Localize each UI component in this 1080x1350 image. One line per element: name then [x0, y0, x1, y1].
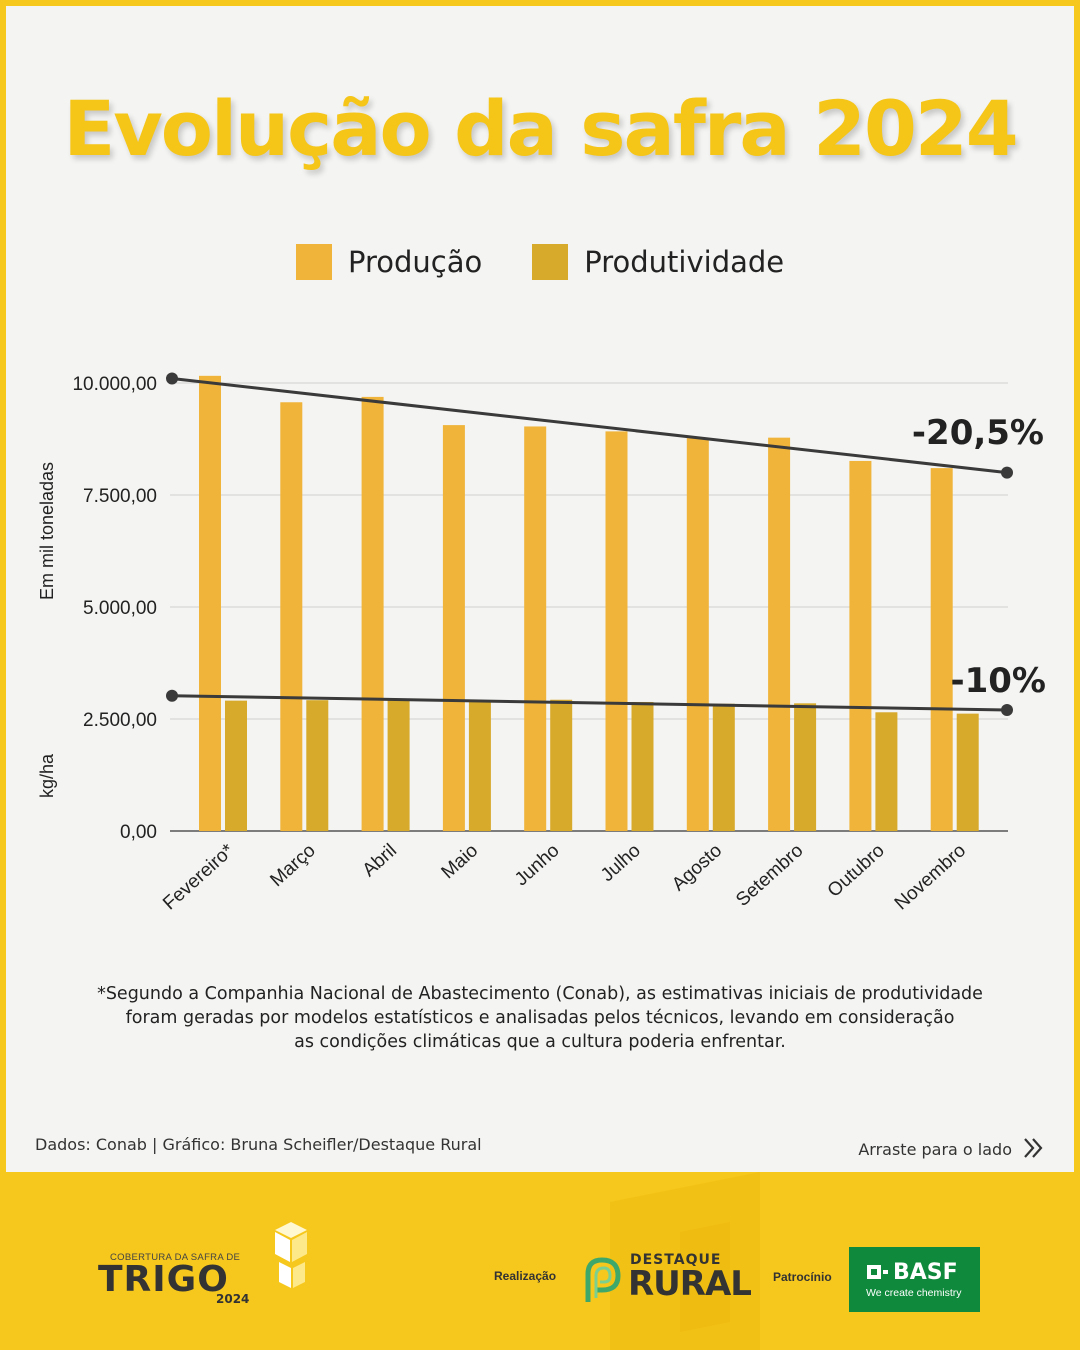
y-tick-label: 5.000,00 [83, 598, 157, 619]
trigo-logo-subtitle: COBERTURA DA SAFRA DE [110, 1252, 241, 1263]
x-tick-label: Setembro [732, 840, 807, 911]
data-credits: Dados: Conab | Gráfico: Bruna Scheifler/… [35, 1135, 482, 1154]
legend-swatch-produtividade [532, 244, 569, 280]
y-tick-label: 7.500,00 [83, 486, 157, 507]
destaque-rural-leaf-icon [585, 1257, 621, 1302]
chart-title: Evolução da safra 2024 [63, 84, 1018, 173]
destaque-rural-line1: DESTAQUE [630, 1252, 722, 1268]
destaque-rural-logo: DESTAQUE RURAL [580, 1250, 752, 1308]
x-tick-label: Abril [359, 840, 401, 881]
bar-produtividade [794, 703, 817, 831]
bar-produtividade [468, 700, 491, 831]
x-tick-label: Novembro [891, 840, 970, 914]
bar-produtividade [631, 701, 654, 831]
footnote-line: as condições climáticas que a cultura po… [294, 1032, 786, 1052]
trend-label-produtividade: -10% [951, 661, 1047, 701]
trend-line [171, 694, 1008, 712]
double-chevron-right-icon[interactable] [1022, 1136, 1044, 1162]
bar-producao [605, 431, 628, 831]
x-tick-label: Março [266, 840, 319, 891]
trend-start-dot [166, 689, 178, 702]
bar-produtividade [306, 700, 329, 831]
y-tick-label: 0,00 [120, 822, 157, 843]
trend-start-dot [166, 372, 178, 385]
trend-end-dot [1001, 466, 1013, 479]
trigo-logo: COBERTURA DA SAFRA DE TRIGO 2024 [98, 1222, 308, 1312]
basf-name: BASF [893, 1260, 958, 1285]
x-tick-label: Outubro [824, 840, 889, 902]
trigo-logo-word: TRIGO [98, 1259, 229, 1300]
destaque-rural-line2: RURAL [628, 1264, 752, 1304]
x-tick-label: Fevereiro* [159, 840, 239, 915]
bar-producao [280, 402, 303, 831]
x-tick-label: Maio [438, 840, 483, 883]
legend-label-produtividade: Produtividade [584, 245, 785, 279]
bar-producao [849, 460, 872, 831]
bar-producao [199, 375, 221, 831]
basf-square-icon [867, 1265, 888, 1279]
bar-produtividade [875, 712, 898, 831]
realizacao-label: Realização [494, 1269, 557, 1283]
bar-producao [768, 437, 791, 831]
swipe-hint[interactable]: Arraste para o lado [858, 1136, 1044, 1162]
footnote: *Segundo a Companhia Nacional de Abastec… [60, 982, 1020, 1054]
trend-end-dot [1001, 704, 1013, 717]
patrocinio-label: Patrocínio [773, 1270, 832, 1284]
footnote-line: foram geradas por modelos estatísticos e… [125, 1008, 955, 1028]
x-tick-label: Junho [511, 840, 564, 890]
trend-label-producao: -20,5% [912, 413, 1044, 453]
basf-tagline: We create chemistry [866, 1287, 962, 1299]
swipe-hint-label: Arraste para o lado [858, 1139, 1012, 1159]
bar-produtividade [225, 700, 247, 831]
bar-producao [442, 425, 465, 831]
trend-line [171, 377, 1008, 475]
bar-produtividade [956, 713, 979, 831]
footer-decor [610, 1172, 760, 1350]
wheat-cube-icon [275, 1222, 307, 1288]
y-tick-label: 2.500,00 [83, 710, 157, 731]
chart-legend: Produção Produtividade [296, 244, 784, 280]
legend-swatch-producao [296, 244, 332, 280]
footnote-line: *Segundo a Companhia Nacional de Abastec… [97, 984, 983, 1004]
bar-produtividade [387, 700, 410, 831]
x-tick-label: Agosto [668, 840, 726, 895]
bar-producao [930, 468, 953, 831]
basf-logo: BASF We create chemistry [849, 1247, 980, 1312]
bar-produtividade [550, 699, 573, 831]
y-axis-label-primary: Em mil toneladas [37, 462, 57, 600]
bar-produtividade [712, 703, 735, 831]
trigo-logo-year: 2024 [216, 1292, 250, 1306]
y-axis-label-secondary: kg/ha [37, 753, 57, 798]
x-tick-label: Julho [597, 840, 645, 886]
bar-producao [524, 426, 547, 831]
legend-label-producao: Produção [348, 245, 483, 279]
bar-producao [361, 396, 384, 831]
y-tick-label: 10.000,00 [72, 374, 157, 395]
bar-chart: 0,00 2.500,00 5.000,00 7.500,00 10.000,00 Fe… [37, 372, 1047, 915]
bar-producao [686, 438, 709, 831]
